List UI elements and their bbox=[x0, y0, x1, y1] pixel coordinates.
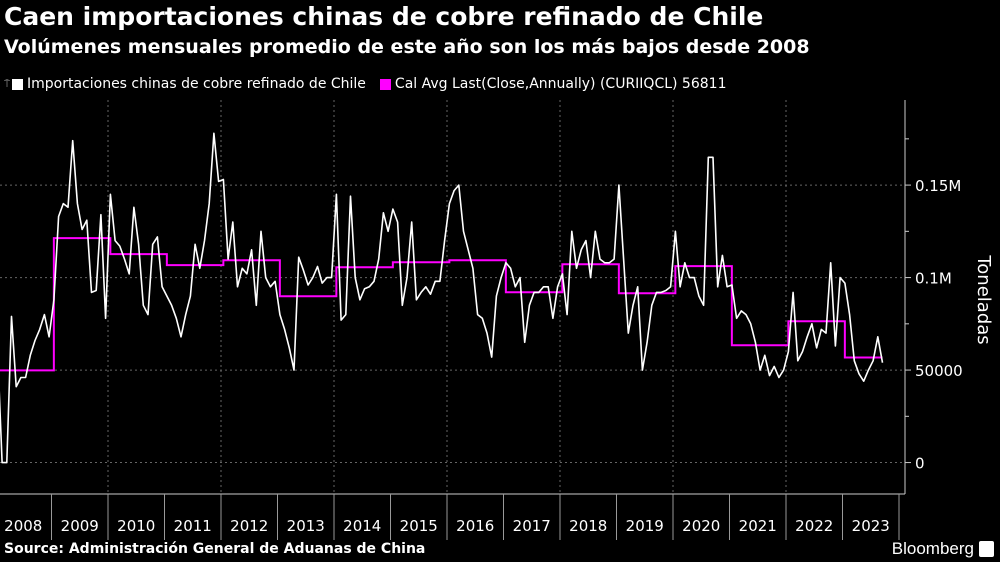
x-tick-label: 2020 bbox=[682, 517, 720, 535]
y-tick-label: 50000 bbox=[915, 362, 963, 380]
y-axis-label: Toneladas bbox=[973, 254, 994, 344]
x-tick-label: 2019 bbox=[626, 517, 664, 535]
annual-average-line bbox=[0, 237, 883, 372]
legend-label: Importaciones chinas de cobre refinado d… bbox=[27, 76, 366, 92]
source-note: Source: Administración General de Aduana… bbox=[4, 541, 426, 557]
y-tick-label: 0 bbox=[915, 455, 925, 473]
legend-swatch-magenta bbox=[379, 78, 391, 90]
chart-title: Caen importaciones chinas de cobre refin… bbox=[4, 2, 764, 31]
x-tick-label: 2008 bbox=[4, 517, 42, 535]
x-tick-label: 2022 bbox=[795, 517, 833, 535]
x-tick-label: 2013 bbox=[287, 517, 325, 535]
x-tick-label: 2021 bbox=[739, 517, 777, 535]
bloomberg-terminal-icon bbox=[979, 541, 994, 557]
legend-item-imports: Importaciones chinas de cobre refinado d… bbox=[10, 76, 366, 92]
x-tick-label: 2015 bbox=[400, 517, 438, 535]
x-tick-label: 2012 bbox=[230, 517, 268, 535]
legend-label: Cal Avg Last(Close,Annually) (CURIIQCL) … bbox=[394, 76, 727, 92]
bloomberg-logo: Bloomberg bbox=[891, 539, 974, 558]
legend: ⍑ Importaciones chinas de cobre refinado… bbox=[4, 76, 738, 92]
x-tick-label: 2010 bbox=[117, 517, 155, 535]
y-tick-label: 0.1M bbox=[915, 270, 952, 288]
monthly-imports-line bbox=[0, 132, 884, 464]
x-tick-label: 2023 bbox=[852, 517, 890, 535]
pin-icon[interactable]: ⍑ bbox=[4, 78, 10, 90]
x-tick-label: 2011 bbox=[174, 517, 212, 535]
legend-swatch-white bbox=[12, 78, 23, 90]
chart-subtitle: Volúmenes mensuales promedio de este año… bbox=[4, 36, 810, 58]
x-tick-label: 2014 bbox=[343, 517, 381, 535]
y-tick-label: 0.15M bbox=[915, 177, 961, 195]
legend-item-avg: Cal Avg Last(Close,Annually) (CURIIQCL) … bbox=[378, 76, 727, 92]
x-tick-label: 2018 bbox=[569, 517, 607, 535]
x-tick-label: 2009 bbox=[61, 517, 99, 535]
x-tick-label: 2016 bbox=[456, 517, 494, 535]
x-tick-label: 2017 bbox=[513, 517, 551, 535]
